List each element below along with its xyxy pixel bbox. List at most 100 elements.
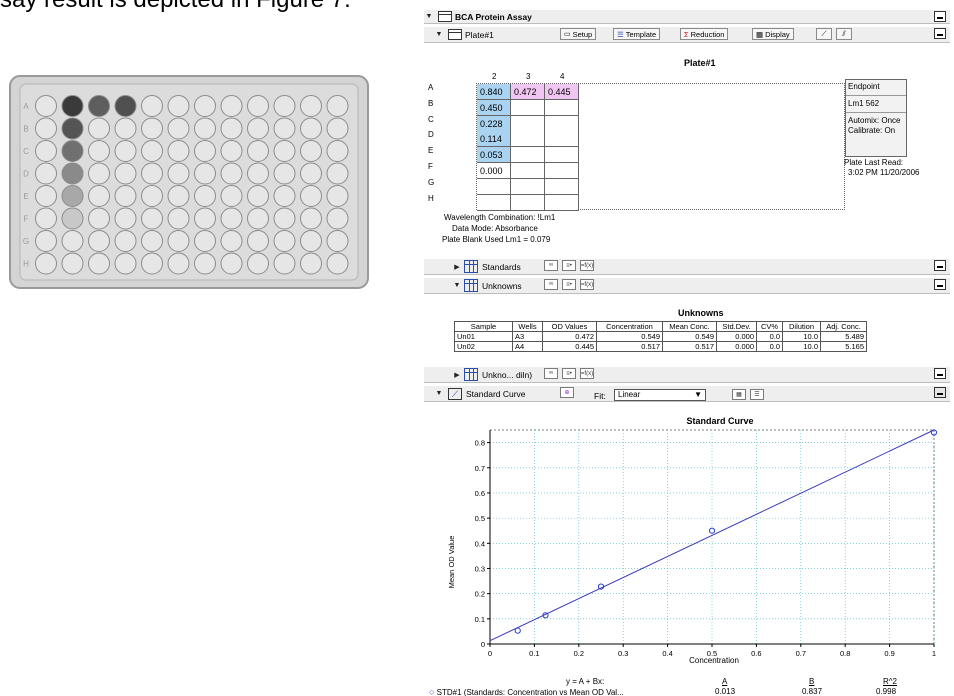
plate-well [326, 162, 349, 185]
y-tick-label: 0.5 [475, 514, 485, 523]
table-header-cell[interactable]: Concentration [596, 321, 663, 332]
minimize-icon[interactable] [934, 368, 946, 379]
plate-well-cell[interactable]: 0.445 [545, 84, 579, 100]
formula-icon[interactable]: =f(x) [580, 260, 594, 271]
table-header-cell[interactable]: Wells [512, 321, 543, 332]
row-label: C [428, 114, 434, 124]
row-letters: A B C D E F G H [23, 102, 29, 269]
plate-well-cell[interactable] [477, 178, 511, 195]
minimize-icon[interactable] [934, 28, 946, 39]
minimize-icon[interactable] [934, 260, 946, 271]
setup-button[interactable]: ▭ Setup [560, 28, 597, 40]
plate-grid[interactable]: 0.840 0.472 0.445 0.450 0.228 0.114 0.053 0.000 [476, 83, 845, 211]
collapse-triangle-icon[interactable]: ▼ [453, 282, 461, 289]
table-header-cell[interactable]: Dilution [782, 321, 821, 332]
display-button[interactable]: ▦ Display [752, 28, 794, 40]
photo-row-letter: F [24, 215, 29, 224]
plate-well-cell[interactable] [511, 194, 545, 211]
plate-well [220, 95, 243, 117]
plate-well [326, 185, 349, 207]
plate-well-cell[interactable]: 0.228 [477, 115, 511, 132]
plate-well-cell[interactable] [545, 178, 579, 195]
table-row[interactable]: Un01 A3 0.472 0.549 0.549 0.000 0.0 10.0 5.489 [454, 331, 867, 342]
plate-well-cell[interactable]: 0.450 [477, 99, 511, 116]
table-row[interactable]: Un02 A4 0.445 0.517 0.517 0.000 0.0 10.0 5.165 [454, 341, 867, 352]
plate-well-cell[interactable] [511, 163, 545, 179]
table-header-cell[interactable]: Adj. Conc. [820, 321, 867, 332]
plate-well-cell[interactable] [545, 99, 579, 116]
plate-well-cell[interactable] [511, 131, 545, 148]
data-point [930, 429, 938, 436]
table-header-cell[interactable]: CV% [756, 321, 783, 332]
plate-well-cell[interactable]: 0.114 [477, 131, 511, 148]
expand-triangle-icon[interactable]: ▶ [454, 263, 460, 271]
formula-icon[interactable]: =f(x) [580, 368, 594, 379]
plate-well [141, 95, 163, 117]
data-point [542, 612, 549, 619]
multi-graph-button[interactable]: ⫽ [836, 28, 852, 40]
plate-well-cell[interactable]: 0.840 [477, 84, 511, 100]
x-axis-label: Concentration [689, 656, 739, 665]
wells-icon[interactable]: ᵘᵘ [544, 368, 558, 379]
list-icon[interactable]: ≡• [562, 260, 576, 271]
legend-b-header: B [809, 677, 815, 686]
list-view-icon[interactable]: ☰ [750, 389, 764, 400]
minimize-icon[interactable] [934, 11, 946, 22]
standard-curve-label: Standard Curve [466, 388, 526, 399]
collapse-triangle-icon[interactable]: ▼ [425, 13, 433, 20]
plate-well [114, 162, 137, 185]
plate-well [114, 230, 137, 252]
expand-triangle-icon[interactable]: ▶ [454, 371, 460, 379]
minimize-icon[interactable] [934, 387, 946, 398]
plate-well-cell[interactable] [511, 178, 545, 195]
legend-r2-value: 0.998 [876, 687, 897, 696]
wells-icon[interactable]: ᵘᵘ [544, 260, 558, 271]
data-mode-info: Data Mode: Absorbance [452, 224, 538, 233]
plate-well-cell[interactable] [511, 147, 545, 164]
table-header-cell[interactable]: Std.Dev. [716, 321, 757, 332]
table-view-icon[interactable]: ▦ [732, 389, 746, 400]
table-header-cell[interactable]: OD Values [542, 321, 597, 332]
table-cell: 0.517 [662, 341, 717, 352]
plate-well [61, 95, 84, 117]
formula-icon[interactable]: =f(x) [580, 279, 594, 290]
fit-select[interactable]: Linear [614, 389, 706, 401]
plate-well-cell[interactable] [545, 131, 579, 148]
collapse-triangle-icon[interactable]: ▼ [435, 31, 443, 38]
x-tick-label: 0.1 [529, 649, 539, 658]
reduction-button[interactable]: Σ Reduction [680, 28, 729, 40]
plate-well [247, 207, 269, 230]
row-label: A [428, 83, 434, 92]
standards-bar: ▶ Standards ᵘᵘ ≡• =f(x) [424, 259, 950, 275]
plate-well-cell[interactable] [511, 115, 545, 132]
plate-well-cell[interactable] [545, 163, 579, 179]
plate-well-cell[interactable] [545, 115, 579, 132]
table-header-cell[interactable]: Mean Conc. [662, 321, 717, 332]
minimize-icon[interactable] [934, 279, 946, 290]
wells-icon[interactable]: ᵘᵘ [544, 279, 558, 290]
table-header-cell[interactable]: Sample [454, 321, 513, 332]
calibrate-setting: Calibrate: On [848, 126, 896, 135]
graph-button[interactable]: ⟋ [816, 28, 832, 40]
plate-well-cell[interactable] [545, 147, 579, 164]
x-tick-label: 0.8 [840, 649, 850, 658]
curve-settings-icon[interactable]: ⊕ [560, 387, 574, 398]
plate-well-cell[interactable] [477, 194, 511, 211]
table-cell: 0.549 [662, 331, 717, 342]
plate-well-cell[interactable]: 0.000 [477, 163, 511, 179]
data-point [708, 527, 716, 534]
photo-row-letter: C [23, 147, 29, 156]
plate-well-cell[interactable] [511, 99, 545, 116]
plate-well-cell[interactable]: 0.053 [477, 147, 511, 164]
plate-well [141, 230, 163, 252]
list-icon[interactable]: ≡• [562, 279, 576, 290]
collapse-triangle-icon[interactable]: ▼ [435, 390, 443, 397]
plate-well-cell[interactable]: 0.472 [511, 84, 545, 100]
unknowns-title: Unknowns [678, 308, 724, 318]
photo-row-letter: D [23, 170, 29, 179]
wavelength-setting: Lm1 562 [848, 99, 880, 108]
plate-well [220, 230, 243, 252]
template-button[interactable]: ☰ Template [613, 28, 661, 40]
plate-well-cell[interactable] [545, 194, 579, 211]
list-icon[interactable]: ≡• [562, 368, 576, 379]
